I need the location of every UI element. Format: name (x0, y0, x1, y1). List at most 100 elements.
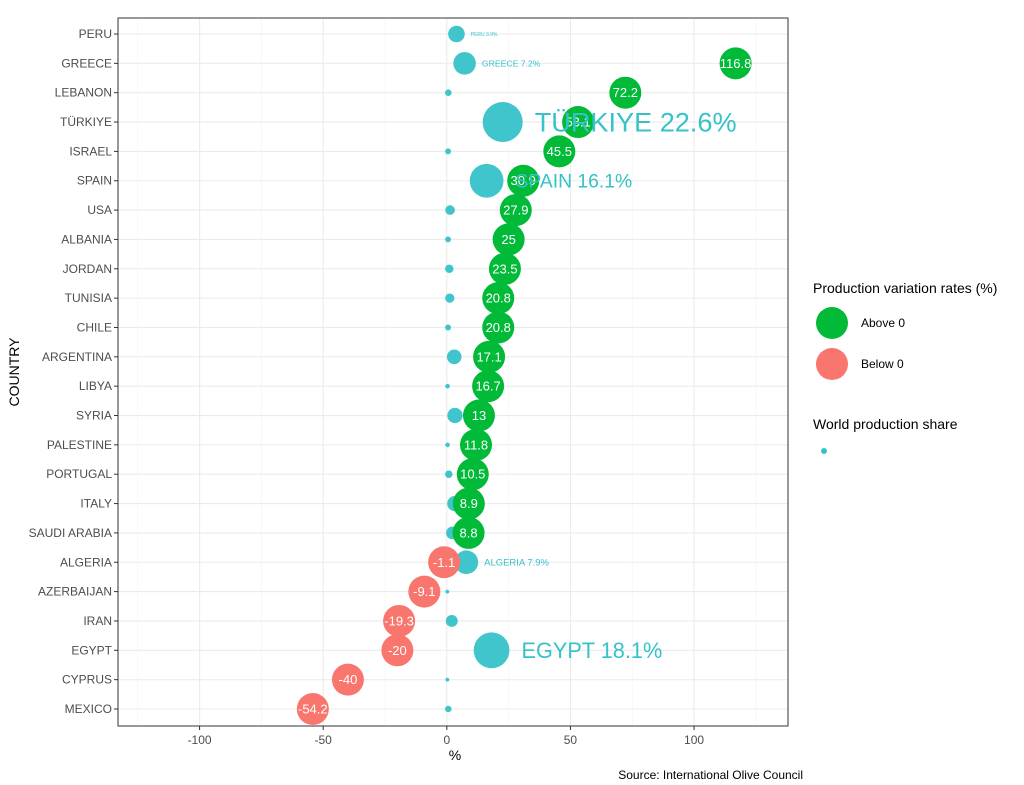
share-label-t-rkiye: TÜRKIYE 22.6% (535, 107, 737, 138)
y-tick-label-chile: CHILE (77, 320, 112, 334)
plot-panel-border (117, 17, 789, 727)
x-tick-label-0: 0 (443, 733, 450, 747)
rate-bubble-greece (719, 47, 752, 80)
rate-bubble-italy (452, 487, 485, 520)
share-bubble-greece (453, 52, 476, 75)
x-tick-label-50: -50 (315, 733, 333, 747)
share-label-peru: PERU 3.9% (471, 32, 498, 38)
y-tick-label-mexico: MEXICO (65, 702, 112, 716)
rate-label-syria: 13 (472, 408, 486, 423)
y-tick-label-t-rkiye: TÜRKIYE (60, 115, 112, 129)
share-bubble-jordan (445, 264, 454, 273)
rate-label-greece: 116.8 (720, 56, 752, 71)
rate-label-israel: 45.5 (547, 144, 572, 159)
rate-bubbles: 116.8 72.2 53.1 45.5 30.9 27.9 25 23.5 20.8 20.8 1… (296, 47, 752, 725)
y-tick-label-azerbaijan: AZERBAIJAN (38, 585, 112, 599)
y-tick-label-peru: PERU (79, 27, 112, 41)
share-bubble-mexico (445, 705, 452, 713)
x-tick-label-50: 50 (564, 733, 578, 747)
y-tick-label-syria: SYRIA (76, 409, 112, 423)
share-bubbles (445, 25, 523, 713)
share-bubble-lebanon (445, 89, 452, 96)
rate-label-azerbaijan: -9.1 (413, 584, 435, 599)
share-bubble-syria (447, 407, 463, 424)
legend-title-share: World production share (813, 416, 958, 432)
share-labels: PERU 3.9% GREECE 7.2% TÜRKIYE 22.6% SPAIN 1… (471, 32, 737, 663)
rate-bubble-spain (507, 164, 540, 197)
y-tick-label-jordan: JORDAN (63, 262, 112, 276)
y-tick-label-albania: ALBANIA (61, 232, 112, 246)
share-bubble-algeria (454, 550, 479, 575)
share-label-algeria: ALGERIA 7.9% (484, 558, 549, 569)
rate-label-spain: 30.9 (511, 173, 536, 188)
rate-bubble-saudi-arabia (452, 516, 485, 549)
y-tick-label-algeria: ALGERIA (60, 555, 112, 569)
share-label-spain: SPAIN 16.1% (516, 172, 633, 193)
x-axis-title: % (449, 747, 461, 763)
rate-label-lebanon: 72.2 (613, 85, 638, 100)
rate-label-iran: -19.3 (384, 613, 414, 628)
x-tick-label-100: -100 (188, 733, 212, 747)
rate-bubble-syria (462, 399, 495, 432)
rate-bubble-israel (543, 135, 576, 168)
rate-bubble-iran (383, 604, 416, 637)
legend-label-below: Below 0 (861, 357, 904, 371)
share-bubble-spain (469, 163, 504, 198)
rate-label-usa: 27.9 (503, 203, 528, 218)
rate-bubble-lebanon (609, 76, 642, 109)
share-bubble-portugal (445, 470, 453, 478)
y-tick-label-saudi-arabia: SAUDI ARABIA (29, 526, 112, 540)
rate-label-t-rkiye: 53.1 (565, 115, 590, 130)
rate-bubble-tunisia (482, 282, 515, 315)
share-label-greece: GREECE 7.2% (482, 58, 541, 68)
y-tick-label-israel: ISRAEL (69, 144, 112, 158)
legend-title-rates: Production variation rates (%) (813, 280, 997, 296)
rate-bubble-egypt (381, 634, 414, 667)
rate-label-tunisia: 20.8 (486, 291, 511, 306)
x-tick-label-100: 100 (684, 733, 704, 747)
rate-label-libya: 16.7 (475, 379, 500, 394)
y-tick-label-palestine: PALESTINE (47, 438, 112, 452)
rate-bubble-portugal (456, 458, 489, 491)
share-bubble-usa (445, 205, 455, 215)
rate-bubble-chile (482, 311, 515, 344)
rate-label-cyprus: -40 (339, 672, 358, 687)
rate-bubble-argentina (473, 340, 506, 373)
rate-bubble-cyprus (331, 663, 364, 696)
share-label-egypt: EGYPT 18.1% (521, 638, 662, 663)
share-bubble-libya (445, 383, 450, 389)
rate-bubble-libya (472, 370, 505, 403)
rate-bubble-usa (499, 194, 532, 227)
y-tick-label-portugal: PORTUGAL (46, 467, 112, 481)
rate-bubble-mexico (296, 693, 329, 725)
rate-label-egypt: -20 (388, 643, 407, 658)
share-bubble-palestine (445, 442, 450, 448)
rate-bubble-palestine (459, 428, 492, 461)
x-axis-ticks: -100 -50 0 50 100 (188, 726, 704, 747)
y-tick-label-spain: SPAIN (77, 174, 112, 188)
rate-label-italy: 8.9 (460, 496, 478, 511)
rate-label-argentina: 17.1 (476, 349, 501, 364)
share-bubble-t-rkiye (482, 102, 523, 143)
rate-label-saudi-arabia: 8.8 (460, 525, 478, 540)
rate-label-algeria: -1.1 (433, 555, 455, 570)
y-tick-label-cyprus: CYPRUS (62, 673, 112, 687)
rate-label-portugal: 10.5 (460, 467, 485, 482)
y-tick-label-tunisia: TUNISIA (65, 291, 112, 305)
rate-bubble-azerbaijan (408, 575, 441, 608)
y-axis-title: COUNTRY (6, 337, 22, 407)
share-bubble-tunisia (445, 293, 455, 303)
rate-label-palestine: 11.8 (464, 437, 488, 452)
rate-bubble-jordan (488, 252, 521, 285)
caption-source: Source: International Olive Council (618, 768, 803, 782)
y-tick-label-greece: GREECE (61, 56, 112, 70)
share-bubble-iran (445, 615, 458, 627)
legend-label-above: Above 0 (861, 316, 905, 330)
share-bubble-azerbaijan (445, 589, 450, 594)
share-bubble-chile (445, 324, 452, 331)
rate-label-mexico: -54.2 (298, 702, 328, 717)
share-bubble-albania (445, 236, 452, 243)
rate-bubble-algeria (428, 546, 461, 579)
share-bubble-israel (445, 148, 452, 155)
